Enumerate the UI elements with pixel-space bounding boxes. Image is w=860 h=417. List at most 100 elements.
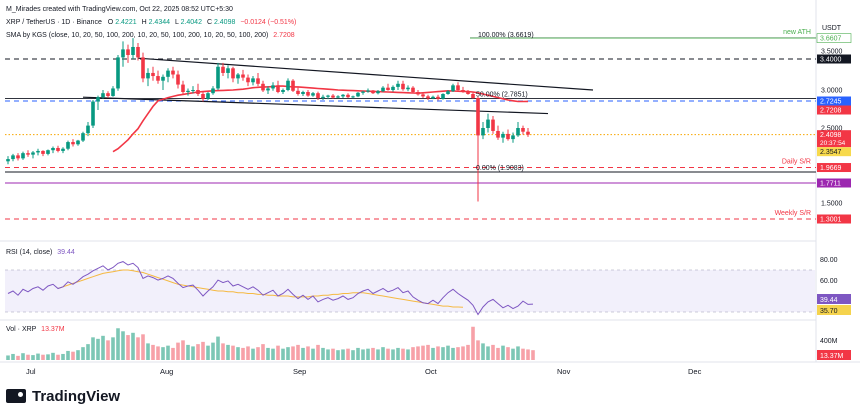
candle-15	[81, 131, 85, 143]
volume-bar-61	[311, 348, 315, 360]
time-axis[interactable]: Jul Aug Sep Oct Nov Dec	[26, 367, 702, 376]
candle-44	[226, 65, 230, 79]
candle-82	[416, 90, 420, 96]
candle-body	[306, 91, 310, 96]
candle-29	[151, 66, 155, 81]
rsi-legend[interactable]: RSI (14, close) 39.44	[6, 249, 75, 256]
candle-0	[6, 156, 10, 165]
candle-body	[46, 150, 50, 154]
candle-body	[321, 96, 325, 98]
candle-78	[396, 80, 400, 90]
ohlc-high: 2.4344	[149, 19, 171, 26]
candle-1	[11, 153, 15, 162]
candle-body	[66, 142, 70, 149]
candle-49	[251, 76, 255, 86]
volume-bar-91	[461, 346, 465, 360]
candle-13	[71, 139, 75, 147]
candle-11	[61, 147, 65, 154]
candle-40	[206, 91, 210, 100]
candle-4	[26, 150, 30, 157]
candle-26	[136, 42, 140, 61]
candle-body	[361, 91, 365, 93]
volume-bar-11	[61, 353, 65, 360]
candle-body	[336, 96, 340, 98]
candle-body	[281, 90, 285, 92]
volume-bar-90	[456, 347, 460, 360]
volume-bar-10	[56, 354, 60, 360]
tradingview-logo-icon	[6, 389, 26, 403]
candle-45	[231, 66, 235, 83]
volume-bar-27	[141, 334, 145, 360]
volume-bar-24	[126, 335, 130, 360]
candle-body	[381, 87, 385, 92]
price-badge-bg	[817, 105, 851, 115]
volume-bar-33	[171, 347, 175, 360]
candle-body	[136, 46, 140, 58]
volume-bar-3	[21, 353, 25, 360]
candle-41	[211, 86, 215, 95]
volume-bar-5	[31, 355, 35, 360]
candle-74	[376, 90, 380, 95]
candle-102	[516, 121, 520, 137]
rsi-label: RSI (14, close)	[6, 249, 52, 256]
candle-48	[246, 74, 250, 87]
candle-58	[296, 87, 300, 96]
price-axis-ticks[interactable]: 3.5000 3.0000 2.5000 1.5000	[821, 48, 843, 207]
ohlc-low: 2.4042	[181, 19, 203, 26]
volume-bar-15	[81, 347, 85, 360]
candle-5	[31, 150, 35, 159]
volume-value-badge	[817, 350, 851, 360]
candle-body	[341, 94, 345, 97]
candle-body	[506, 133, 510, 140]
price-badge-bg	[816, 33, 852, 43]
candle-body	[446, 91, 450, 94]
rsi-value-badge	[817, 294, 851, 304]
candle-body	[416, 91, 420, 95]
volume-bar-0	[6, 355, 10, 360]
sma-label: SMA by KGS (close, 10, 20, 50, 100, 200,…	[6, 32, 268, 39]
price-badge-text: 2.3547	[820, 149, 842, 156]
candle-body	[156, 76, 160, 81]
volume-tick-400m: 400M	[820, 338, 838, 345]
candle-body	[486, 119, 490, 128]
volume-bar-89	[451, 347, 455, 360]
volume-bar-50	[256, 347, 260, 360]
candle-body	[151, 72, 155, 77]
sma-line	[112, 85, 529, 153]
candle-body	[266, 88, 270, 91]
price-badge-7: 1.7711	[817, 178, 851, 188]
candle-60	[306, 90, 310, 97]
candle-body	[86, 125, 90, 134]
candle-85	[431, 95, 435, 100]
volume-bar-17	[91, 337, 95, 360]
volume-bar-82	[416, 346, 420, 360]
volume-bar-19	[101, 335, 105, 360]
volume-bar-65	[331, 348, 335, 360]
sma-line-group	[112, 85, 529, 153]
price-badge-bg	[817, 54, 851, 64]
candle-body	[521, 128, 525, 132]
sma-legend[interactable]: SMA by KGS (close, 10, 20, 50, 100, 200,…	[6, 32, 295, 39]
candle-body	[106, 93, 110, 96]
weekly-sr-label: Weekly S/R	[775, 210, 811, 217]
candle-body	[471, 93, 475, 98]
volume-legend[interactable]: Vol · XRP 13.37M	[6, 326, 65, 333]
candle-53	[271, 82, 275, 91]
candle-76	[386, 83, 390, 91]
candle-23	[121, 41, 125, 67]
volume-bar-86	[436, 346, 440, 360]
volume-label: Vol · XRP	[6, 326, 37, 333]
candle-body	[426, 96, 430, 99]
candle-body	[101, 93, 105, 98]
volume-bar-80	[406, 349, 410, 360]
tradingview-logo[interactable]: TradingView	[6, 386, 120, 406]
candle-80	[406, 85, 410, 92]
candle-73	[371, 90, 375, 94]
volume-bar-96	[486, 346, 490, 360]
candle-body	[206, 93, 210, 99]
volume-bar-31	[161, 347, 165, 360]
candle-84	[426, 94, 430, 100]
candle-91	[461, 86, 465, 93]
candle-body	[111, 88, 115, 96]
